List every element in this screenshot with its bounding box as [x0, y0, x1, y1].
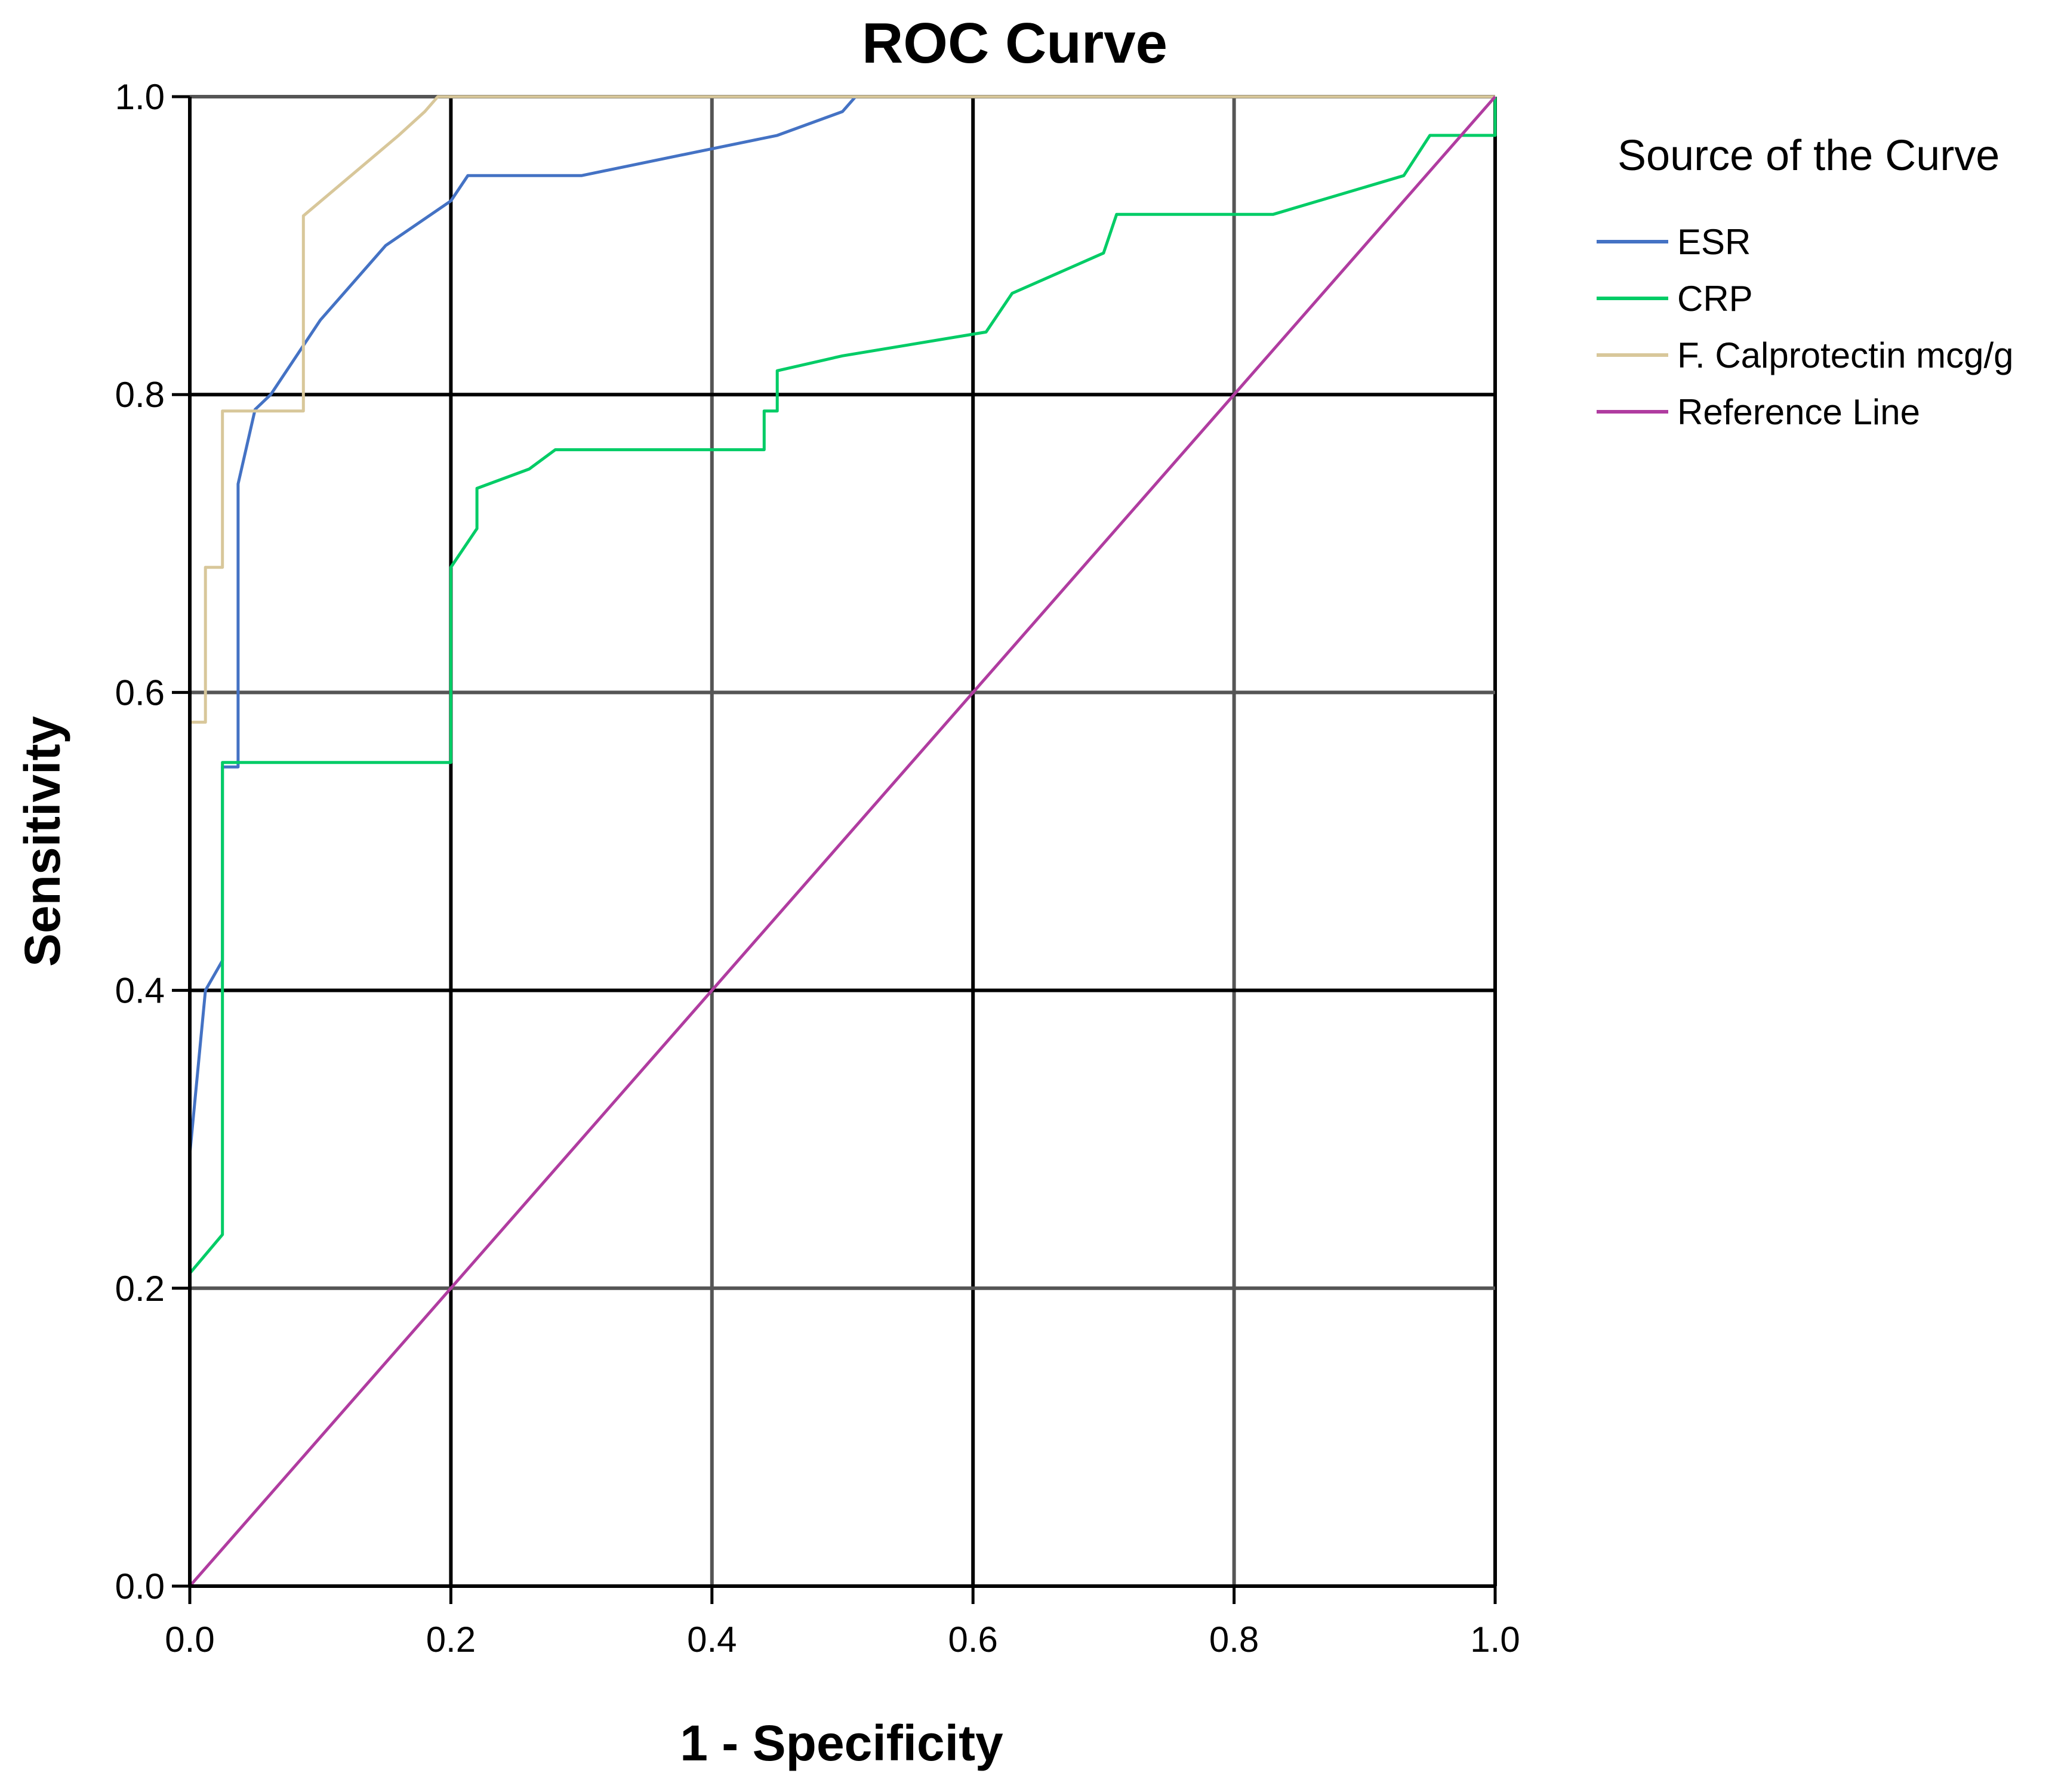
legend-title: Source of the Curve: [1617, 132, 1999, 180]
y-axis-label: Sensitivity: [14, 716, 70, 967]
x-tick-label: 0.2: [426, 1620, 476, 1660]
axes: 0.0 0.2 0.4 0.6 0.8 1.0 0.0 0.2 0.4 0.6 0.8 1.0: [115, 77, 1520, 1660]
y-tick-label: 0.6: [115, 673, 165, 713]
x-tick-label: 1.0: [1470, 1620, 1520, 1660]
series-line-f-calprotectin-mcg-g: [188, 95, 1495, 1586]
legend-label: CRP: [1677, 279, 1753, 319]
x-tick-label: 0.8: [1209, 1620, 1259, 1660]
legend-label: F. Calprotectin mcg/g: [1677, 335, 2014, 375]
legend: Source of the Curve ESR CRP F. Calprotecti…: [1597, 132, 2014, 432]
grid: [188, 95, 1497, 1588]
legend-label: ESR: [1677, 222, 1751, 262]
y-tick-label: 0.4: [115, 971, 165, 1011]
y-tick-label: 0.0: [115, 1566, 165, 1606]
legend-label: Reference Line: [1677, 392, 1920, 432]
x-tick-label: 0.6: [948, 1620, 997, 1660]
y-tick-label: 0.2: [115, 1269, 165, 1309]
y-tick-label: 0.8: [115, 375, 165, 415]
chart-title: ROC Curve: [862, 11, 1167, 75]
y-tick-label: 1.0: [115, 77, 165, 117]
x-tick-label: 0.4: [687, 1620, 737, 1660]
x-axis-label: 1 - Specificity: [680, 1715, 1003, 1771]
series-line-reference-line: [189, 95, 1496, 1587]
legend-items: ESR CRP F. Calprotectin mcg/g Reference Lin…: [1597, 222, 2014, 432]
plot-area: [188, 95, 1497, 1587]
x-tick-label: 0.0: [165, 1620, 214, 1660]
series-line-crp: [188, 97, 1497, 1586]
